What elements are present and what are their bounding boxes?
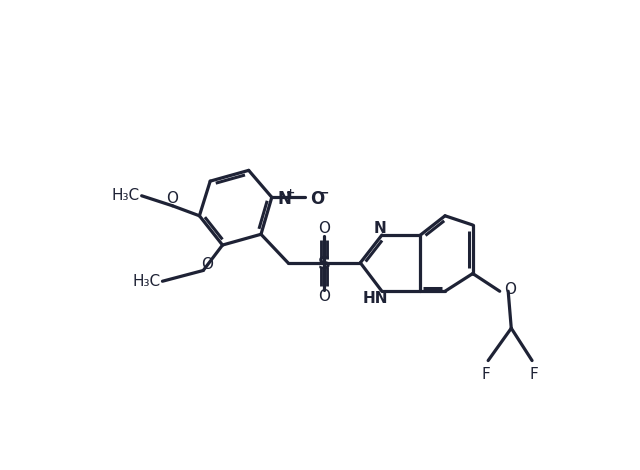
Text: H₃C: H₃C [112,188,140,203]
Text: O: O [166,191,179,206]
Text: H₃C: H₃C [132,274,161,289]
Text: HN: HN [363,291,388,306]
Text: F: F [481,368,490,383]
Text: +: + [285,188,295,198]
Text: F: F [530,368,539,383]
Text: S: S [317,255,331,273]
Text: O: O [310,190,324,208]
Text: N: N [277,190,291,208]
Text: O: O [318,289,330,304]
Text: O: O [504,282,516,297]
Text: −: − [319,187,329,200]
Text: O: O [318,221,330,236]
Text: N: N [373,220,386,235]
Text: O: O [201,257,213,272]
